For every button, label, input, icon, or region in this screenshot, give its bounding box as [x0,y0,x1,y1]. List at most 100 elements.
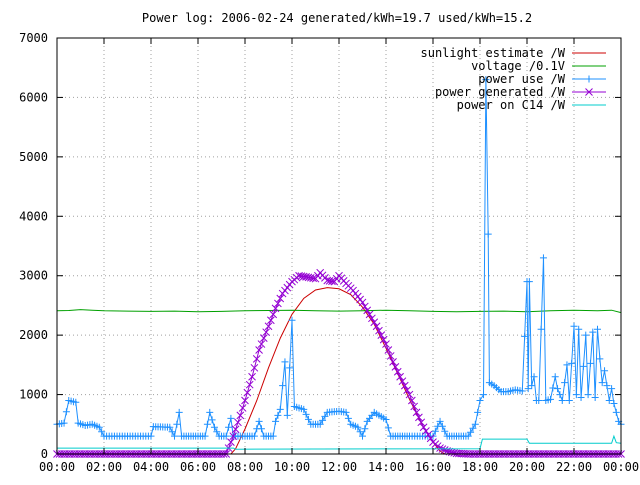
data-point [203,420,211,428]
data-point [484,230,492,238]
data-point [440,446,449,454]
data-point [447,448,456,457]
data-point [565,397,573,405]
data-point [360,302,369,311]
data-point [582,331,590,339]
data-point [234,418,242,427]
x-tick-label: 00:00 [39,460,75,474]
x-tick-label: 12:00 [321,460,357,474]
y-tick-label: 3000 [19,269,48,283]
chart-title: Power log: 2006-02-24 generated/kWh=19.7… [142,11,532,25]
data-point [250,432,258,440]
data-point [419,423,428,432]
data-point [328,277,336,286]
data-point [98,428,106,436]
data-point [530,373,538,381]
data-point [264,322,273,331]
data-point [563,361,571,369]
series-4 [57,434,622,450]
data-point [365,310,374,319]
data-point [257,425,265,433]
grid-lines [57,38,621,454]
data-point [271,304,280,313]
data-point [225,423,233,431]
data-point [248,372,256,381]
data-point [547,395,554,403]
data-point [286,364,294,372]
data-point [72,398,80,406]
data-point [60,419,68,427]
data-point [354,423,362,431]
data-point [229,432,238,441]
data-point [539,254,547,262]
data-point [255,417,263,425]
x-tick-label: 22:00 [556,460,592,474]
x-tick-label: 08:00 [227,460,263,474]
data-point [325,277,334,285]
data-point [316,420,324,428]
data-point [304,273,313,282]
data-point [206,408,214,416]
data-point [321,412,329,420]
data-point [608,385,616,393]
data-point [467,428,475,436]
data-point [431,427,439,435]
x-axis-ticks: 00:00 02:00 04:00 06:00 08:00 10:00 12:00 14:00… [39,38,639,474]
data-point [171,432,178,440]
data-point [480,391,488,399]
data-point [283,411,291,419]
data-point [436,444,444,452]
data-point [568,359,576,367]
legend-label: power generated /W [435,85,566,99]
data-point [436,417,444,425]
data-point [363,306,372,315]
data-point [245,380,254,389]
data-point [168,428,176,436]
data-point [528,382,536,390]
y-tick-label: 0 [41,447,48,461]
data-point [377,331,386,339]
data-point [250,363,259,372]
data-point [304,415,312,423]
data-point [379,335,388,344]
data-point [299,272,308,281]
data-point [319,416,327,424]
x-tick-label: 10:00 [274,460,310,474]
data-point [269,310,278,319]
y-tick-label: 7000 [19,31,48,45]
data-point [306,273,315,282]
data-point [412,408,421,417]
data-point [300,405,308,413]
data-point [266,316,275,325]
legend-label: power use /W [478,72,565,86]
data-point [309,274,318,283]
data-point [238,404,247,412]
data-point [262,328,271,337]
data-point [400,381,409,390]
data-point [596,355,604,363]
data-point [269,432,277,440]
data-point [361,425,369,433]
data-point [323,276,332,285]
data-point [482,76,490,84]
data-point [577,394,585,402]
data-point [274,411,282,419]
data-point [382,416,390,424]
data-point [589,328,597,336]
data-point [95,423,103,431]
series-line [56,309,622,314]
data-point [579,362,587,370]
data-point [166,423,174,431]
data-point [601,367,609,375]
data-point [598,379,606,387]
data-point [272,417,280,425]
legend-label: voltage /0.1V [471,59,565,73]
data-point [417,418,426,427]
series-1 [56,309,622,314]
legend-label: sunlight estimate /W [421,46,566,60]
data-point [384,346,393,354]
data-point [549,384,557,392]
data-point [384,424,392,432]
data-point [175,408,183,416]
